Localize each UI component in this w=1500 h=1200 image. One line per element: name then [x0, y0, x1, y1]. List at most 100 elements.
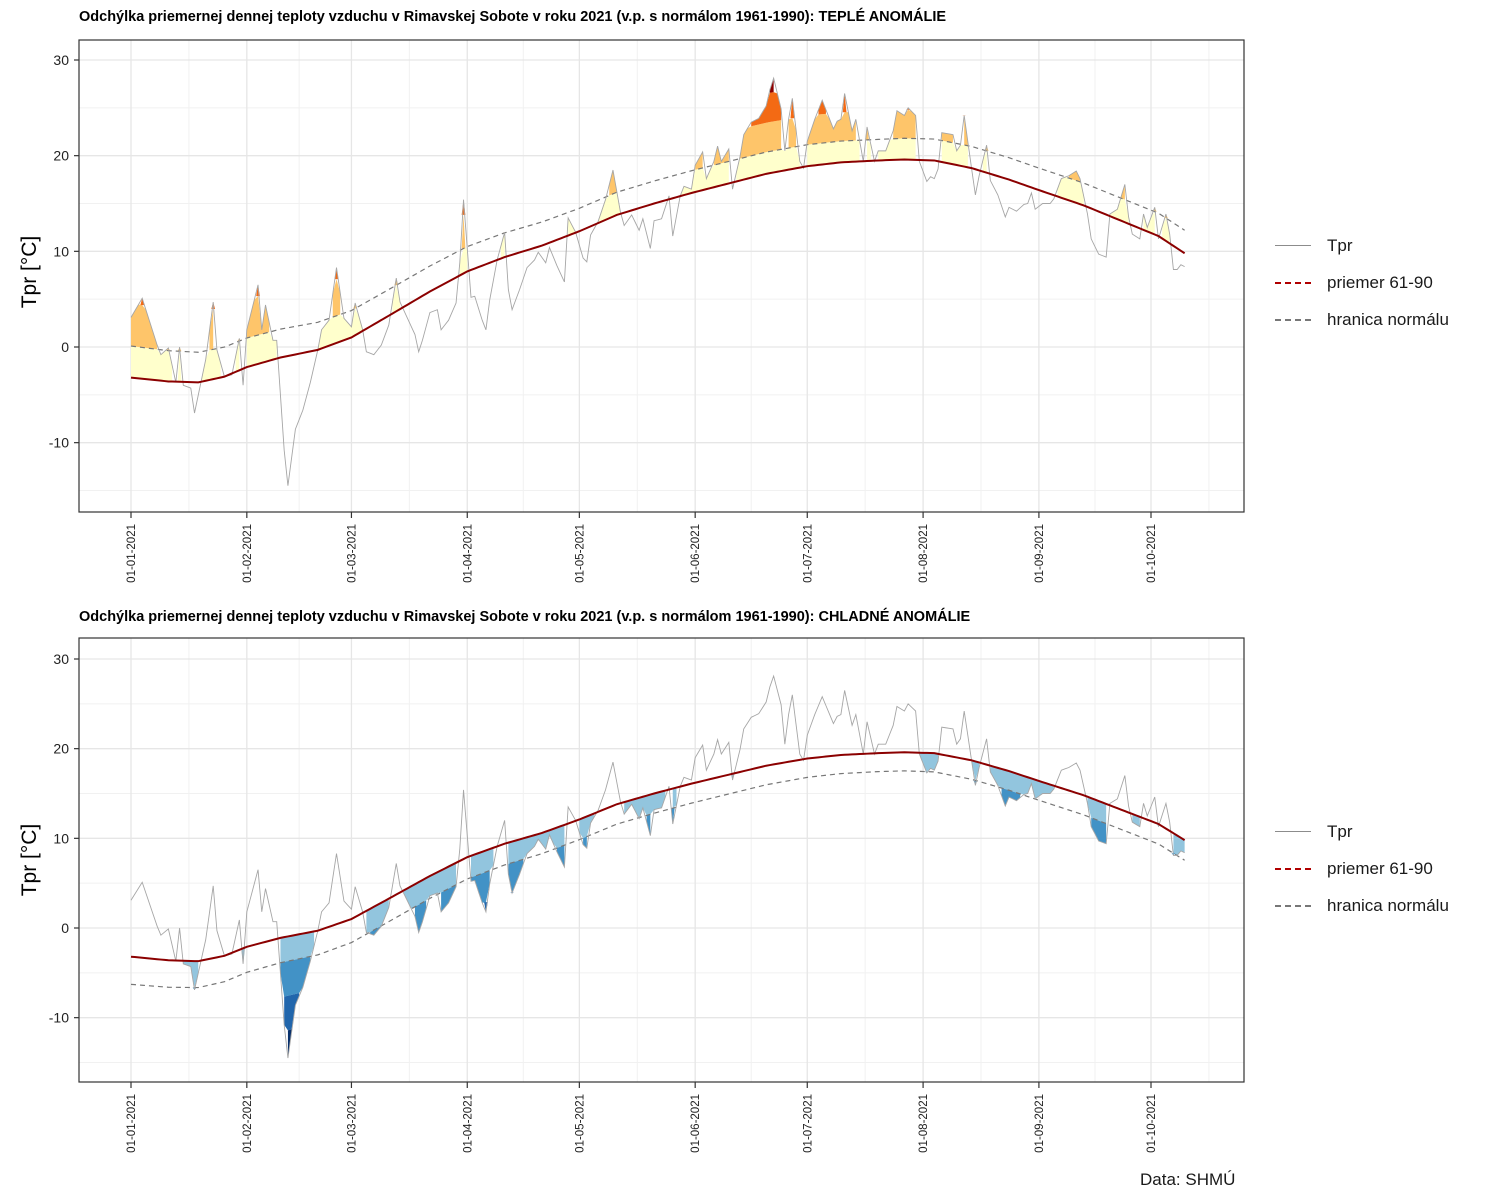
anomaly-band-1	[459, 248, 468, 276]
tpr-line	[130, 76, 1185, 486]
anomaly-band-1	[508, 824, 565, 864]
anomaly-band-2	[893, 109, 916, 139]
y-tick-label: -10	[49, 1010, 69, 1026]
anomaly-band-1	[867, 139, 871, 162]
anomaly-band-3	[790, 98, 795, 119]
anomaly-band-1	[131, 346, 173, 382]
anomaly-band-1	[201, 349, 221, 382]
legend-item-mean: priemer 61-90	[1275, 264, 1449, 301]
tpr-line-key-icon	[1275, 245, 1311, 246]
y-tick-label: 0	[61, 339, 69, 355]
y-tick-label: 20	[53, 148, 69, 164]
anomaly-band-2	[131, 304, 158, 350]
anomaly-band-2	[609, 170, 617, 196]
warm-legend: Tpr priemer 61-90 hranica normálu	[1275, 227, 1449, 338]
normal-bound-line	[130, 770, 1185, 989]
plot-frame	[78, 39, 1245, 513]
y-tick-label: 30	[53, 651, 69, 667]
anomaly-band-1	[1087, 796, 1107, 824]
anomaly-band-2	[461, 214, 466, 249]
anomaly-band-1	[1162, 218, 1170, 244]
anomaly-band-3	[842, 93, 847, 113]
legend-item-normal-bound: hranica normálu	[1275, 887, 1449, 924]
x-tick-label: 01-01-2021	[126, 524, 138, 583]
anomaly-band-1	[971, 760, 980, 781]
plot-background	[79, 638, 1244, 1082]
y-tick-label: 30	[53, 52, 69, 68]
anomaly-band-3	[751, 92, 782, 127]
anomaly-band-2	[414, 900, 427, 933]
cold-legend: Tpr priemer 61-90 hranica normálu	[1275, 813, 1449, 924]
anomaly-band-1	[280, 931, 315, 963]
anomaly-band-1	[672, 787, 677, 809]
legend-label: priemer 61-90	[1327, 272, 1433, 292]
plot-frame	[78, 637, 1245, 1083]
anomaly-band-1	[579, 813, 595, 839]
x-tick-label: 01-04-2021	[462, 1094, 474, 1153]
legend-item-mean: priemer 61-90	[1275, 850, 1449, 887]
x-tick-label: 01-03-2021	[346, 1094, 358, 1153]
anomaly-band-3	[140, 298, 145, 306]
x-tick-label: 01-10-2021	[1146, 524, 1158, 583]
anomaly-band-2	[246, 296, 270, 338]
anomaly-band-2	[646, 814, 651, 836]
anomaly-band-1	[403, 862, 457, 909]
x-tick-label: 01-06-2021	[690, 1094, 702, 1153]
anomaly-band-2	[508, 859, 524, 893]
legend-item-tpr: Tpr	[1275, 227, 1449, 264]
anomaly-band-1	[366, 898, 389, 933]
anomaly-band-2	[471, 870, 490, 903]
tpr-line	[130, 674, 1185, 1059]
x-tick-label: 01-02-2021	[242, 524, 254, 583]
x-tick-label: 01-09-2021	[1034, 524, 1046, 583]
x-tick-label: 01-01-2021	[126, 1094, 138, 1153]
anomaly-band-2	[556, 845, 565, 868]
warm-chart-title: Odchýlka priemernej dennej teploty vzduc…	[79, 9, 947, 25]
anomaly-band-1	[317, 308, 363, 350]
plot-background	[79, 40, 1244, 512]
anomaly-band-1	[736, 146, 800, 182]
cold-y-axis-label: Tpr [°C]	[18, 823, 41, 897]
anomaly-band-1	[183, 960, 199, 988]
anomaly-band-1	[392, 285, 401, 314]
legend-label: hranica normálu	[1327, 895, 1449, 915]
mean-61-90-line	[130, 751, 1186, 963]
bound-dashed-key-icon	[1275, 318, 1311, 321]
warm-anomaly-panel: 30 20 10 0 -10 01-01-2021 01-02-2021 01-03-2021…	[49, 39, 1245, 583]
anomaly-band-2	[713, 146, 729, 166]
anomaly-band-2	[332, 279, 341, 318]
anomaly-band-1	[982, 150, 987, 173]
y-tick-label: 10	[53, 830, 69, 846]
anomaly-band-2	[441, 884, 457, 912]
x-tick-label: 01-08-2021	[918, 1094, 930, 1153]
anomaly-band-2	[695, 151, 703, 170]
x-tick-label: 01-07-2021	[802, 1094, 814, 1153]
mean-dashed-key-icon	[1275, 867, 1311, 870]
anomaly-band-1	[471, 847, 494, 878]
anomaly-band-1	[878, 138, 916, 161]
anomaly-band-2	[1001, 788, 1021, 807]
x-tick-label: 01-05-2021	[574, 1094, 586, 1153]
x-tick-label: 01-04-2021	[462, 524, 474, 583]
anomaly-band-1	[807, 140, 860, 167]
anomaly-band-1	[500, 232, 505, 259]
anomaly-band-2	[788, 118, 797, 149]
legend-label: Tpr	[1327, 821, 1353, 841]
y-tick-label: 0	[61, 920, 69, 936]
legend-label: Tpr	[1327, 235, 1353, 255]
bound-dashed-key-icon	[1275, 904, 1311, 907]
y-tick-label: 20	[53, 741, 69, 757]
anomaly-band-2	[807, 112, 856, 145]
y-tick-label: 10	[53, 243, 69, 259]
anomaly-band-2	[370, 925, 382, 936]
y-tick-label: -10	[49, 435, 69, 451]
legend-item-normal-bound: hranica normálu	[1275, 301, 1449, 338]
anomaly-band-2	[740, 120, 782, 159]
anomaly-band-1	[941, 140, 968, 168]
anomaly-band-2	[209, 309, 214, 351]
anomaly-band-1	[177, 351, 182, 382]
x-tick-label: 01-10-2021	[1146, 1094, 1158, 1153]
legend-label: hranica normálu	[1327, 309, 1449, 329]
tpr-line-key-icon	[1275, 831, 1311, 832]
